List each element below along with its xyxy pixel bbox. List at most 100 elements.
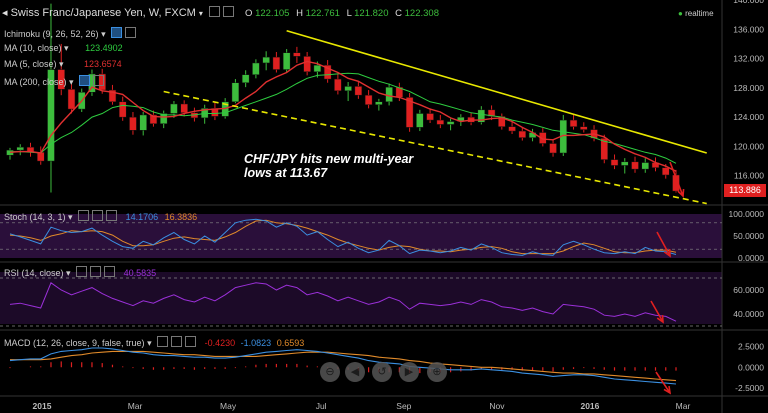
macd-value-hist: -0.4230 bbox=[204, 338, 236, 348]
stoch-tick-label: 0.0000 bbox=[738, 253, 764, 263]
candle-body bbox=[610, 159, 619, 166]
macd-tick-label: 0.0000 bbox=[738, 362, 764, 372]
rsi-settings-icon[interactable] bbox=[76, 266, 88, 277]
candle-body bbox=[67, 89, 76, 110]
stoch-visibility-icon[interactable] bbox=[92, 210, 104, 221]
upper-trend-line bbox=[286, 29, 707, 154]
high-value: 122.761 bbox=[305, 8, 340, 19]
rsi-label[interactable]: RSI (14, close) ▾ 40.5835 bbox=[4, 266, 157, 278]
candle-body bbox=[323, 64, 332, 80]
macd-signal-line bbox=[10, 350, 677, 382]
stoch-settings-icon[interactable] bbox=[78, 210, 90, 221]
candle-body bbox=[149, 114, 158, 124]
stoch-label[interactable]: Stoch (14, 3, 1) ▾ 14.1706 16.3836 bbox=[4, 210, 198, 222]
ma10-line bbox=[10, 72, 677, 164]
ichimoku-settings-icon[interactable] bbox=[111, 27, 123, 38]
price-tick-label: 140.000 bbox=[733, 0, 764, 5]
macd-close-icon[interactable] bbox=[185, 336, 197, 347]
candle-body bbox=[129, 116, 137, 131]
stoch-close-icon[interactable] bbox=[106, 210, 118, 221]
macd-settings-icon[interactable] bbox=[157, 336, 169, 347]
main-down-arrow bbox=[669, 161, 684, 197]
candle-body bbox=[600, 138, 609, 160]
macd-line bbox=[9, 347, 677, 385]
candle-body bbox=[641, 162, 650, 170]
x-tick-label: Mar bbox=[128, 401, 143, 411]
macd-down-arrow bbox=[655, 371, 671, 394]
macd-value-macd: -1.0823 bbox=[240, 338, 272, 348]
candle-body bbox=[180, 103, 188, 114]
candle-body bbox=[139, 114, 147, 131]
macd-visibility-icon[interactable] bbox=[171, 336, 183, 347]
ma5-label[interactable]: MA (5, close) ▾ 123.6574 bbox=[4, 59, 122, 69]
candle-body bbox=[303, 56, 311, 72]
x-tick-label: 2016 bbox=[580, 401, 599, 411]
candle-body bbox=[57, 69, 65, 90]
candle-body bbox=[344, 86, 352, 92]
ma10-label[interactable]: MA (10, close) ▾ 123.4902 bbox=[4, 43, 123, 53]
ma10-value: 123.4902 bbox=[85, 43, 123, 53]
collapse-icon[interactable]: ◂ bbox=[2, 7, 8, 19]
rsi-tick-label: 40.0000 bbox=[733, 309, 764, 319]
candle-body bbox=[662, 167, 670, 176]
scroll-right-button[interactable]: ▶ bbox=[399, 362, 419, 382]
candle-body bbox=[549, 143, 557, 154]
candle-body bbox=[262, 56, 270, 64]
stoch-d-line bbox=[9, 219, 677, 255]
candle-body bbox=[436, 119, 445, 125]
visibility-icon[interactable] bbox=[222, 6, 234, 17]
candle-body bbox=[313, 64, 322, 72]
realtime-badge: ● realtime bbox=[678, 9, 714, 18]
zoom-in-button[interactable]: ⊕ bbox=[427, 362, 447, 382]
stoch-d-value: 16.3836 bbox=[164, 212, 198, 222]
ichimoku-label[interactable]: Ichimoku (9, 26, 52, 26) ▾ bbox=[4, 27, 137, 40]
rsi-down-arrow-head bbox=[656, 314, 664, 324]
rsi-down-arrow bbox=[650, 300, 664, 323]
low-value: 121.820 bbox=[354, 8, 389, 19]
x-tick-label: May bbox=[220, 401, 237, 411]
ma5-line bbox=[9, 60, 677, 172]
ma200-label[interactable]: MA (200, close) ▾ bbox=[4, 75, 105, 88]
macd-tick-label: -2.5000 bbox=[735, 383, 764, 393]
candle-body bbox=[518, 130, 527, 138]
candle-body bbox=[98, 73, 106, 91]
zoom-out-button[interactable]: ⊖ bbox=[320, 362, 340, 382]
scroll-left-button[interactable]: ◀ bbox=[345, 362, 365, 382]
macd-value-signal: 0.6593 bbox=[276, 338, 305, 348]
reset-button[interactable]: ↺ bbox=[372, 362, 392, 382]
stoch-k-line bbox=[9, 218, 677, 256]
price-tick-label: 120.000 bbox=[733, 141, 764, 151]
symbol-dropdown-icon[interactable]: ▾ bbox=[198, 9, 203, 18]
rsi-close-icon[interactable] bbox=[104, 266, 116, 277]
rsi-line bbox=[9, 282, 677, 322]
stoch-tick-label: 50.0000 bbox=[733, 231, 764, 241]
open-value: 122.105 bbox=[255, 8, 290, 19]
candle-body bbox=[385, 86, 393, 103]
candle-body bbox=[16, 146, 24, 151]
ma200-visibility-icon[interactable] bbox=[93, 75, 105, 86]
candle-body bbox=[231, 82, 240, 103]
rsi-band-fill bbox=[0, 272, 722, 324]
x-tick-label: Mar bbox=[676, 401, 691, 411]
close-label: C bbox=[395, 8, 402, 19]
candle-body bbox=[293, 52, 301, 57]
macd-label[interactable]: MACD (12, 26, close, 9, false, true) ▾ -… bbox=[4, 336, 305, 348]
ma200-settings-icon[interactable] bbox=[79, 75, 91, 86]
low-label: L bbox=[346, 8, 352, 19]
rsi-visibility-icon[interactable] bbox=[90, 266, 102, 277]
price-tick-label: 132.000 bbox=[733, 54, 764, 64]
settings-icon[interactable] bbox=[208, 6, 220, 17]
candle-body bbox=[498, 116, 506, 127]
ichimoku-visibility-icon[interactable] bbox=[125, 27, 137, 38]
price-tick-label: 128.000 bbox=[733, 83, 764, 93]
last-price-badge: 113.886 bbox=[724, 184, 766, 197]
candle-body bbox=[170, 103, 178, 114]
candle-body bbox=[580, 126, 588, 130]
candle-body bbox=[47, 69, 55, 162]
candle-body bbox=[334, 78, 342, 92]
price-tick-label: 116.000 bbox=[734, 171, 764, 181]
candle-body bbox=[159, 113, 168, 124]
candle-body bbox=[621, 161, 629, 166]
candle-body bbox=[631, 161, 639, 170]
symbol-title[interactable]: Swiss Franc/Japanese Yen, W, FXCM bbox=[10, 7, 196, 19]
